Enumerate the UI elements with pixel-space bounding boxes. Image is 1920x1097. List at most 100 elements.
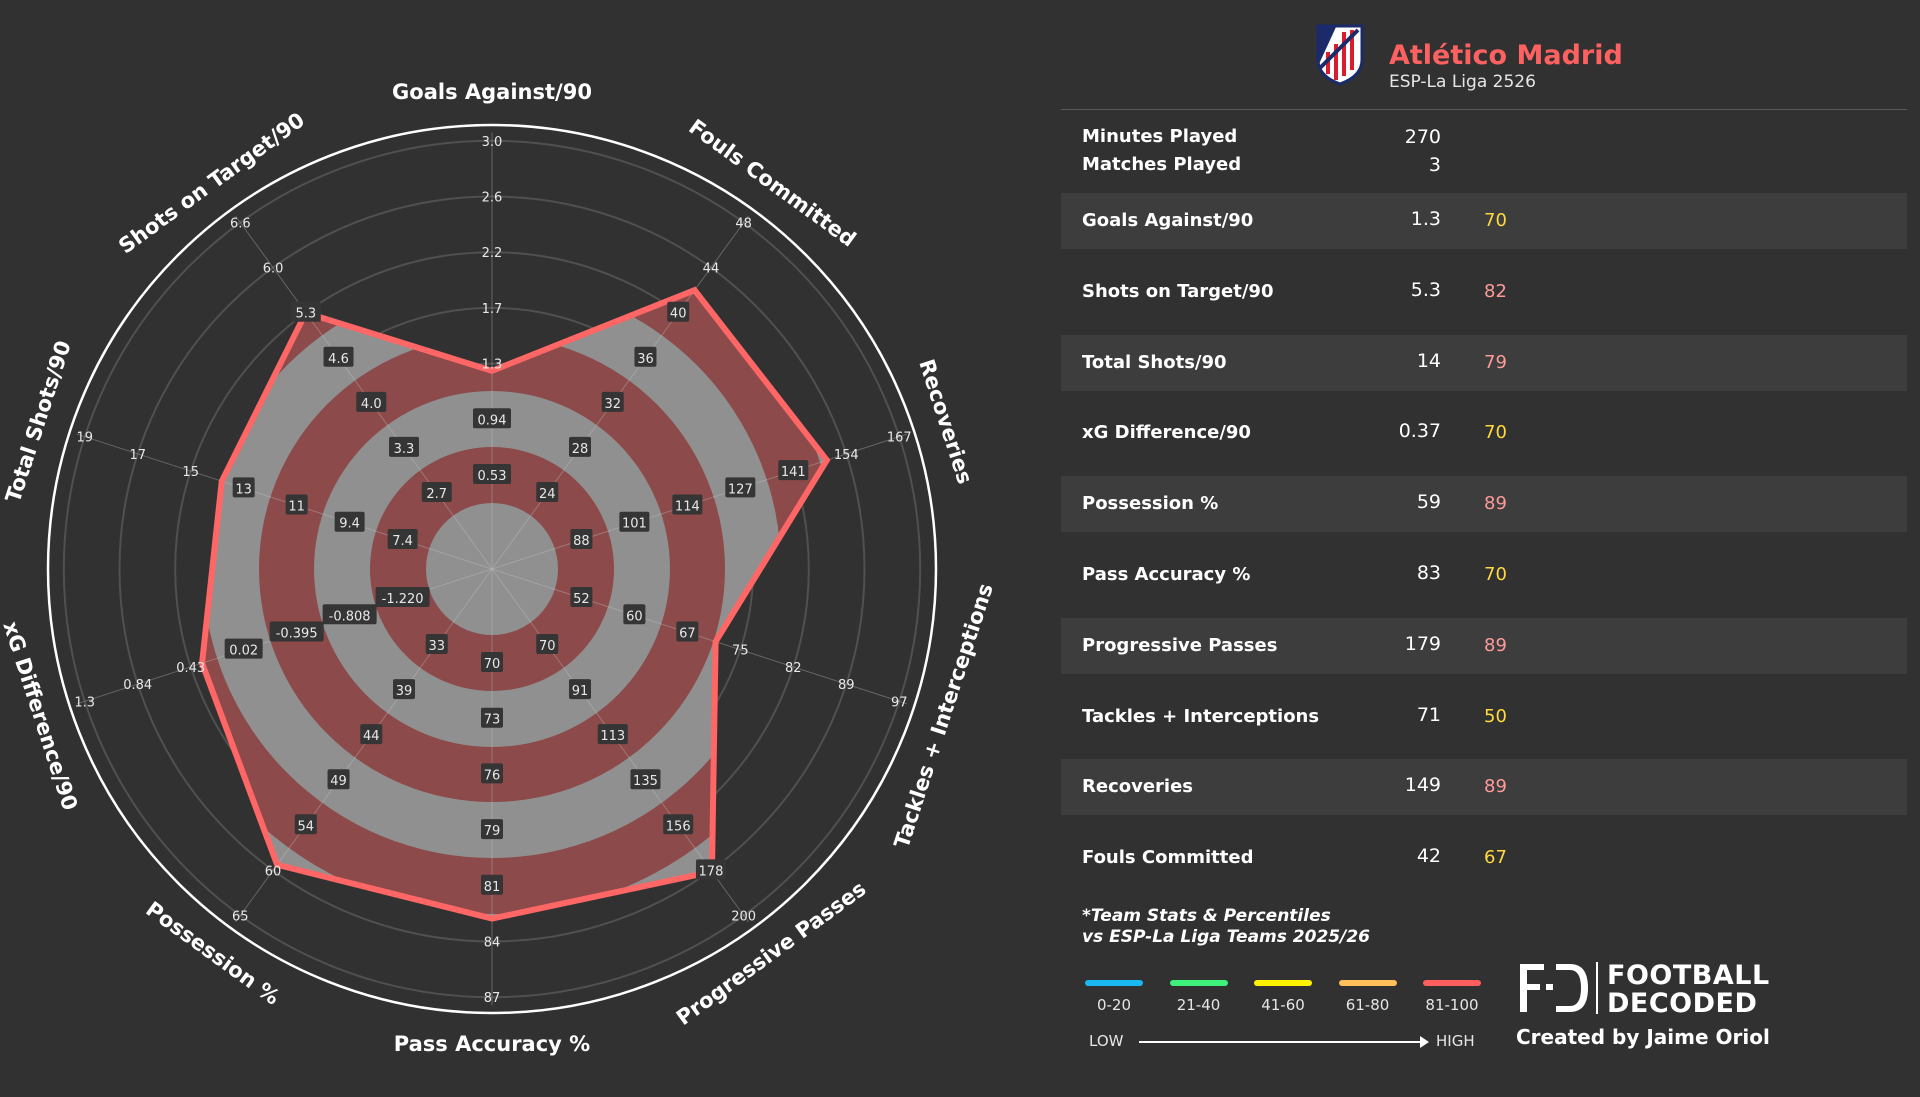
brand-name: FOOTBALL DECODED (1607, 962, 1770, 1018)
axis-title: Shots on Target/90 (114, 108, 309, 259)
tick-label: 91 (572, 684, 589, 699)
stat-label: Fouls Committed (1082, 847, 1254, 869)
tick-label: 75 (732, 644, 749, 659)
stat-label: Shots on Target/90 (1082, 280, 1274, 302)
tick-label: 0.84 (123, 678, 152, 693)
tick-label-box (285, 494, 308, 515)
tick-label: 89 (838, 678, 855, 693)
outer-ring (46, 123, 938, 1015)
tick-label: 141 (781, 465, 806, 480)
stat-value: 1.3 (1410, 208, 1441, 230)
stat-label: Progressive Passes (1082, 634, 1278, 656)
legend-swatch (1085, 980, 1143, 986)
legend-item: 61-80 (1328, 980, 1408, 1014)
tick-label-box (389, 436, 420, 457)
tick-label-box (360, 724, 383, 745)
tick-label: 84 (484, 936, 501, 951)
legend-swatch (1338, 980, 1397, 986)
tick-label: 2.7 (426, 487, 447, 502)
team-polygon (198, 286, 831, 922)
meta-label: Matches Played (1082, 154, 1242, 175)
tick-label-box (481, 763, 503, 784)
tick-label: 127 (728, 482, 753, 497)
tick-label-box (294, 814, 317, 835)
axis-title: Total Shots/90 (1, 338, 76, 506)
arrow-right-icon (1139, 1036, 1429, 1048)
legend-item: 81-100 (1412, 980, 1492, 1014)
team-crest-icon (1316, 24, 1364, 86)
legend-high: HIGH (1436, 1032, 1475, 1050)
stat-label: Recoveries (1082, 776, 1194, 798)
stat-value: 42 (1416, 845, 1441, 868)
tick-label: -0.395 (276, 626, 318, 641)
meta-label: Minutes Played (1082, 126, 1238, 147)
credit: Created by Jaime Oriol (1516, 1025, 1770, 1049)
stat-value: 14 (1416, 349, 1441, 372)
tick-label-box (269, 621, 324, 642)
stat-percentile: 70 (1484, 210, 1507, 231)
tick-label: 70 (484, 657, 501, 672)
tick-label-box (481, 652, 503, 672)
stat-percentile: 89 (1484, 776, 1507, 798)
meta-row: Matches Played 3 (1061, 154, 1907, 182)
tick-label: -0.808 (329, 609, 371, 624)
legend-swatch (1169, 980, 1228, 986)
tick-label-box (387, 528, 418, 549)
legend-low: LOW (1089, 1032, 1124, 1050)
tick-label: 1.7 (482, 302, 503, 317)
legend-swatch (1423, 980, 1481, 986)
tick-label-box (619, 511, 650, 532)
stat-value: 71 (1416, 703, 1441, 726)
tick-label: 32 (604, 397, 621, 412)
tick-label: 11 (288, 500, 305, 515)
tick-label: 60 (265, 864, 282, 879)
tick-label: 113 (600, 729, 625, 744)
tick-label: -1.220 (382, 592, 424, 607)
tick-label-box (375, 587, 430, 608)
stat-row: xG Difference/90 0.37 70 (1061, 405, 1907, 461)
tick-label: 178 (699, 864, 724, 879)
tick-label: 67 (679, 626, 696, 641)
tick-label-box (672, 494, 703, 515)
meta-value: 270 (1404, 126, 1441, 148)
tick-label: 101 (622, 517, 647, 532)
tick-label-box (232, 477, 255, 498)
tick-label-box (425, 634, 448, 655)
stats-panel: Atlético Madrid ESP-La Liga 2526 Minutes… (1061, 0, 1907, 1097)
stat-label: Pass Accuracy % (1082, 564, 1251, 585)
tick-label: 88 (573, 534, 590, 549)
tick-label: 49 (330, 774, 347, 789)
footnote-line: *Team Stats & Percentiles (1082, 906, 1331, 926)
tick-label: 79 (484, 824, 501, 839)
tick-label-box (570, 528, 593, 549)
stat-percentile: 50 (1484, 705, 1507, 727)
tick-label: 7.4 (392, 534, 413, 549)
meta-value: 3 (1428, 154, 1441, 176)
tick-label: 40 (670, 307, 687, 322)
tick-label: 0.43 (176, 661, 205, 676)
stat-value: 5.3 (1410, 278, 1441, 301)
tick-label: 0.53 (478, 469, 507, 484)
stat-percentile: 67 (1484, 847, 1507, 869)
football-decoded-logo-icon (1520, 962, 1598, 1014)
meta-row: Minutes Played 270 (1061, 126, 1907, 154)
tick-label: 44 (363, 729, 380, 744)
legend-item: 21-40 (1159, 980, 1239, 1014)
tick-label-box (393, 679, 416, 700)
stat-value: 59 (1416, 491, 1441, 514)
tick-label: 60 (626, 609, 643, 624)
tick-label: 156 (666, 819, 691, 834)
grid-ring (62, 139, 922, 999)
tick-label: 1.3 (74, 695, 95, 710)
tick-label: 65 (232, 909, 249, 924)
stat-row: Progressive Passes 179 89 (1061, 617, 1907, 674)
tick-label-box (536, 634, 559, 655)
stat-percentile: 89 (1484, 493, 1507, 515)
stat-value: 0.37 (1398, 420, 1441, 443)
tick-label: 73 (484, 713, 501, 728)
tick-label-box (224, 638, 263, 659)
footnote: *Team Stats & Percentiles vs ESP-La Liga… (1082, 906, 1370, 948)
stat-percentile: 70 (1484, 564, 1507, 585)
tick-label-box (601, 391, 624, 412)
divider (1061, 109, 1907, 110)
